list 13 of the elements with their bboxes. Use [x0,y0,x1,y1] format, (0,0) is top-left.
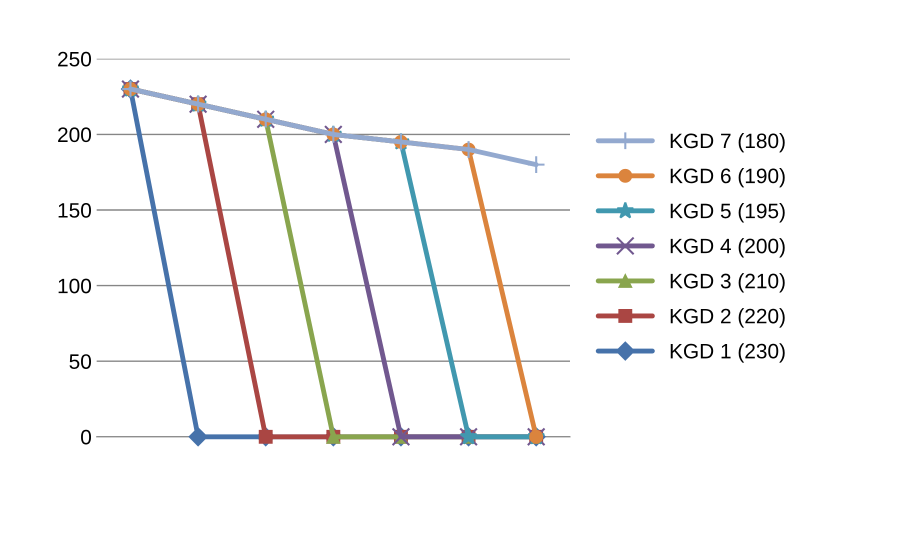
legend-label: KGD 2 (220) [670,308,785,328]
legend-label: KGD 1 (230) [670,343,785,363]
legend-label: KGD 6 (190) [670,168,785,188]
y-tick-label: 100 [58,278,91,294]
legend-label: KGD 3 (210) [670,273,785,293]
y-tick-label: 150 [58,203,91,218]
y-tick-label: 0 [81,430,91,445]
legend-label: KGD 7 (180) [670,132,785,152]
y-tick-label: 200 [58,127,91,142]
y-tick-label: 250 [58,52,91,67]
y-tick-label: 50 [69,354,91,369]
legend-label: KGD 5 (195) [670,203,785,222]
legend-label: KGD 4 (200) [670,238,785,258]
